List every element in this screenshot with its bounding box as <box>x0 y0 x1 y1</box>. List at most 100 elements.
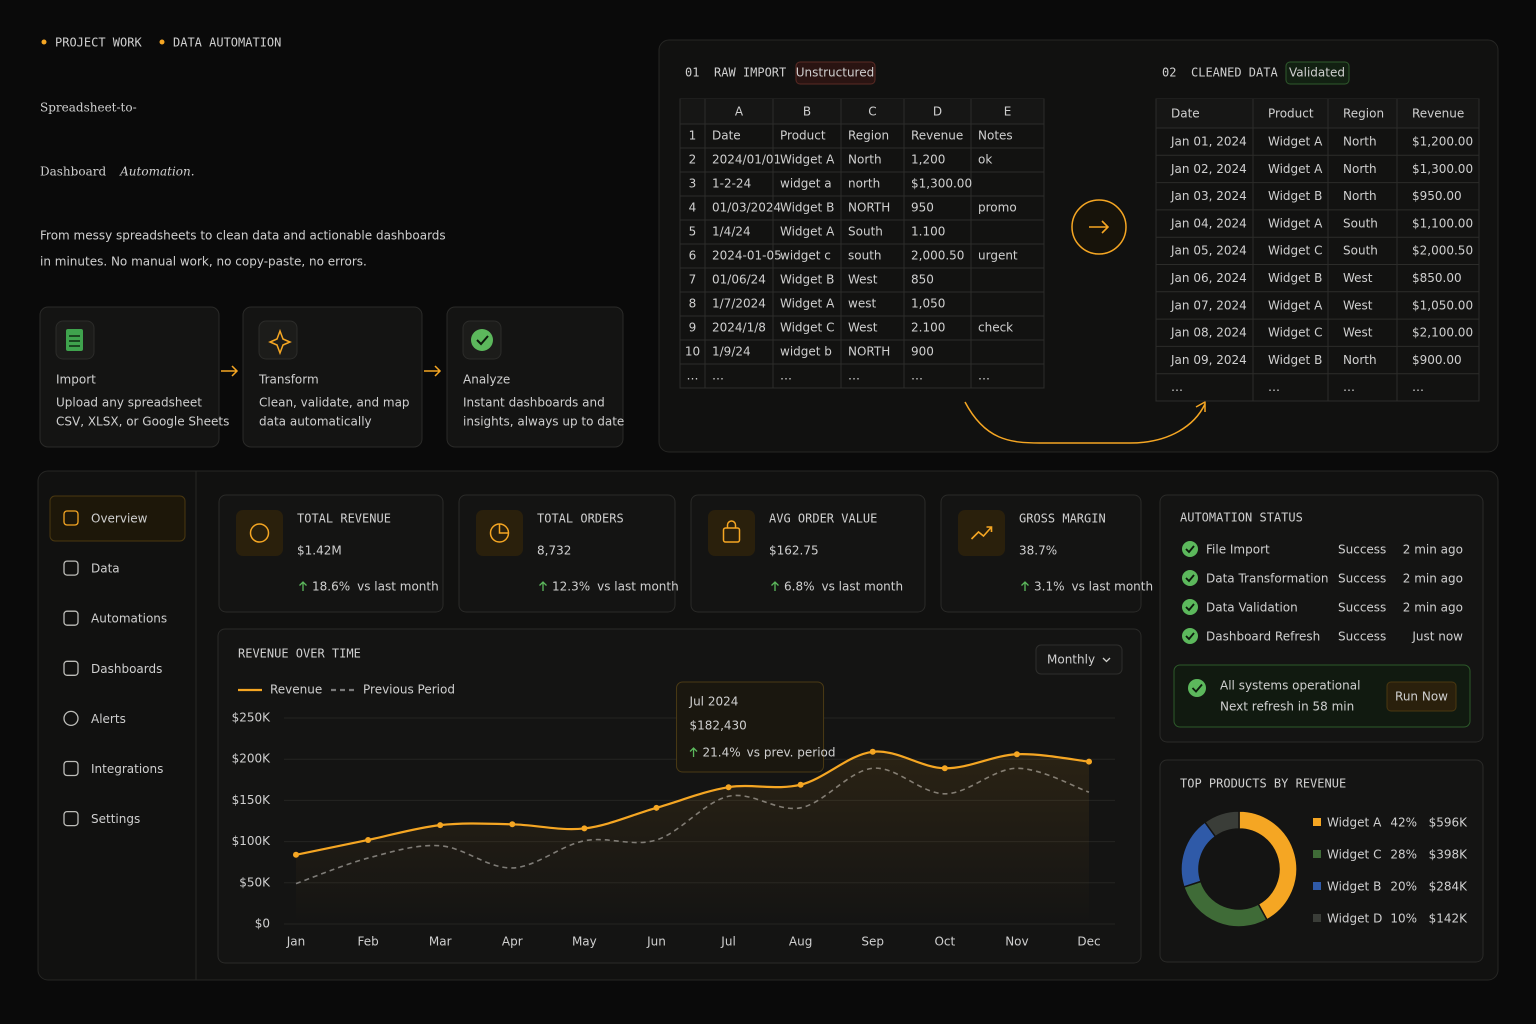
raw-cell: ok <box>978 153 992 167</box>
kpi-icon-box <box>708 510 755 556</box>
raw-cell: Date <box>712 129 741 143</box>
status-time: 2 min ago <box>1403 572 1463 586</box>
x-tick-label: May <box>572 935 597 949</box>
column-letter: D <box>933 105 942 119</box>
status-name: Data Transformation <box>1206 572 1329 586</box>
donut-slice <box>1203 810 1240 838</box>
raw-cell: 850 <box>911 273 934 287</box>
section-number: 01 <box>685 66 699 80</box>
row-number: 1 <box>689 129 697 143</box>
tag-dot <box>159 39 165 45</box>
clean-cell: $2,100.00 <box>1412 326 1473 340</box>
raw-cell: 2024/01/01 <box>712 153 781 167</box>
x-tick-label: Sep <box>861 935 884 949</box>
clean-cell: Jan 09, 2024 <box>1170 353 1247 367</box>
raw-cell: widget b <box>780 345 832 359</box>
nav-item[interactable]: Data <box>91 562 120 576</box>
clean-cell: West <box>1343 271 1373 285</box>
row-number: 9 <box>689 321 697 335</box>
run-button[interactable] <box>1386 681 1457 712</box>
clean-cell: … <box>1343 380 1355 394</box>
period-dropdown[interactable] <box>1035 644 1123 675</box>
title-accent: Automation <box>119 165 191 179</box>
clean-cell: … <box>1268 380 1280 394</box>
row-number: 5 <box>689 225 697 239</box>
raw-cell: check <box>978 321 1013 335</box>
raw-cell: 1-2-24 <box>712 177 751 191</box>
tag: DATA AUTOMATION <box>173 36 281 50</box>
raw-cell: … <box>712 369 724 383</box>
raw-cell: Widget B <box>780 273 834 287</box>
x-tick-label: Dec <box>1077 935 1100 949</box>
banner-icon <box>1188 679 1206 697</box>
kpi-value: $162.75 <box>769 544 819 558</box>
badge <box>1285 61 1350 85</box>
badge-text: Unstructured <box>796 66 874 80</box>
title-line: Spreadsheet-to- <box>40 101 137 115</box>
x-tick-label: Jan <box>286 935 306 949</box>
up-arrow <box>1021 581 1029 591</box>
chart-title: REVENUE OVER TIME <box>238 647 361 661</box>
product-name: Widget C <box>1327 848 1381 862</box>
nav-item[interactable]: Alerts <box>91 712 126 726</box>
tag-dot <box>41 39 47 45</box>
status-icon <box>1182 628 1198 644</box>
check-mark <box>476 335 489 346</box>
clean-cell: … <box>1171 380 1183 394</box>
x-tick-label: Nov <box>1005 935 1028 949</box>
status-time: Just now <box>1411 630 1463 644</box>
clean-cell: Jan 08, 2024 <box>1170 326 1247 340</box>
banner-check <box>1191 683 1203 693</box>
nav-item[interactable]: Integrations <box>91 762 163 776</box>
status-name: Data Validation <box>1206 601 1298 615</box>
nav-item[interactable]: Settings <box>91 812 140 826</box>
clean-cell: $1,300.00 <box>1412 162 1473 176</box>
clean-cell: $1,100.00 <box>1412 216 1473 230</box>
row-number: 4 <box>689 201 697 215</box>
product-revenue: $284K <box>1429 880 1469 894</box>
nav-item[interactable]: Dashboards <box>91 662 162 676</box>
description: From messy spreadsheets to clean data an… <box>40 229 446 243</box>
x-tick-label: Mar <box>429 935 452 949</box>
raw-cell: Widget A <box>780 153 835 167</box>
series-point <box>1086 758 1092 765</box>
clean-cell: Jan 05, 2024 <box>1170 244 1247 258</box>
series-point <box>293 851 299 858</box>
nav-icon <box>63 710 79 727</box>
series-point <box>725 784 732 791</box>
nav-item[interactable]: Automations <box>91 612 167 626</box>
raw-cell: 1.100 <box>911 225 945 239</box>
raw-cell: west <box>848 297 876 311</box>
legend-swatch <box>1313 818 1321 826</box>
y-tick-label: $250K <box>232 711 272 725</box>
status-check <box>1185 603 1195 612</box>
legend-swatch <box>1313 850 1321 858</box>
tag: PROJECT WORK <box>55 36 142 50</box>
raw-cell: 2,000.50 <box>911 249 964 263</box>
flow-curve <box>964 401 1206 444</box>
status-state: Success <box>1338 601 1386 615</box>
tooltip <box>676 681 825 773</box>
series-point <box>653 804 660 811</box>
row-number: 3 <box>689 177 697 191</box>
kpi-icon-box <box>236 510 283 556</box>
kpi-icon-box <box>958 510 1005 556</box>
clean-cell: Widget C <box>1268 326 1322 340</box>
nav-item[interactable]: Overview <box>91 512 148 526</box>
clean-cell: $1,050.00 <box>1412 298 1473 312</box>
clean-cell: North <box>1343 162 1377 176</box>
row-number: 8 <box>689 297 697 311</box>
kpi-compare: vs last month <box>822 580 904 594</box>
step-arrow <box>424 365 442 377</box>
product-share: 28% <box>1390 848 1417 862</box>
column-letter: B <box>803 105 811 119</box>
clean-cell: West <box>1343 298 1373 312</box>
raw-cell: south <box>848 249 882 263</box>
kpi-label: TOTAL ORDERS <box>537 512 624 526</box>
series-point <box>869 748 876 755</box>
kpi-change: 12.3% <box>552 580 590 594</box>
up-arrow <box>539 581 547 591</box>
clean-cell: South <box>1343 216 1378 230</box>
raw-cell: widget c <box>780 249 831 263</box>
raw-cell: Widget A <box>780 225 835 239</box>
